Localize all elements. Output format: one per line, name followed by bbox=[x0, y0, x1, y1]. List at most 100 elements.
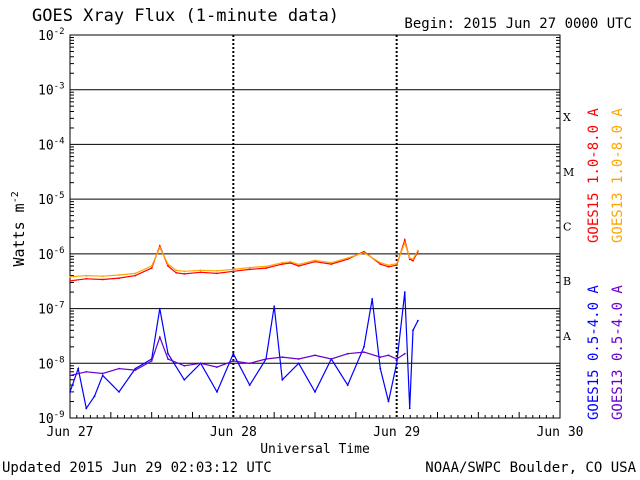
y-tick-label: 10-5 bbox=[38, 191, 65, 208]
y-tick-label: 10-9 bbox=[38, 410, 65, 427]
flare-class-label: C bbox=[563, 221, 571, 234]
series-point bbox=[216, 272, 218, 275]
series-point bbox=[232, 352, 235, 355]
series-point bbox=[297, 362, 300, 365]
series-point bbox=[167, 263, 169, 265]
y-axis-label: Watts m-2 bbox=[10, 191, 28, 266]
series-point bbox=[297, 358, 300, 360]
series-point bbox=[363, 251, 365, 254]
series-point bbox=[265, 358, 267, 360]
series-point bbox=[134, 367, 137, 370]
series-point bbox=[281, 263, 284, 265]
chart-title: GOES Xray Flux (1-minute data) bbox=[32, 6, 340, 26]
series-point bbox=[101, 275, 104, 278]
series-point bbox=[281, 261, 284, 264]
y-tick-label: 10-3 bbox=[38, 82, 65, 99]
series-point bbox=[85, 407, 88, 410]
series-point bbox=[248, 268, 251, 271]
series-point bbox=[232, 268, 235, 271]
series-point bbox=[379, 367, 382, 370]
series-point bbox=[346, 384, 349, 386]
series-line bbox=[69, 292, 419, 410]
series-point bbox=[314, 259, 316, 262]
series-point bbox=[346, 352, 349, 355]
series-point bbox=[273, 305, 276, 308]
series-point bbox=[417, 319, 419, 322]
series-point bbox=[183, 273, 186, 275]
y-tick-label: 10-7 bbox=[38, 301, 65, 318]
series-point bbox=[101, 374, 104, 377]
series-point bbox=[387, 354, 390, 357]
x-axis-label: Universal Time bbox=[260, 442, 370, 457]
series-point bbox=[183, 270, 186, 273]
series-point bbox=[85, 370, 88, 373]
legend-entry: GOES13 0.5-4.0 A bbox=[610, 285, 626, 420]
series-point bbox=[158, 336, 161, 339]
series-point bbox=[395, 362, 398, 365]
y-tick-label: 10-8 bbox=[38, 355, 65, 372]
series-point bbox=[297, 263, 300, 266]
series-point bbox=[371, 298, 374, 300]
series-point bbox=[314, 260, 316, 263]
series-point bbox=[158, 246, 161, 249]
series-point bbox=[93, 395, 96, 398]
series-point bbox=[150, 265, 153, 267]
series-point bbox=[167, 352, 169, 355]
series-point bbox=[363, 345, 365, 348]
series-point bbox=[183, 378, 186, 381]
x-tick-label: Jun 30 bbox=[537, 425, 584, 440]
series-point bbox=[314, 354, 316, 357]
series-point bbox=[232, 270, 235, 273]
series-point bbox=[158, 307, 161, 310]
series-point bbox=[297, 265, 300, 267]
series-point bbox=[248, 266, 251, 269]
series-point bbox=[289, 260, 292, 263]
legend-entry: GOES13 1.0-8.0 A bbox=[610, 108, 626, 243]
series-point bbox=[408, 257, 411, 259]
series-point bbox=[134, 369, 137, 371]
flare-class-label: A bbox=[562, 330, 572, 343]
series-point bbox=[85, 274, 88, 277]
series-point bbox=[118, 391, 120, 393]
series-point bbox=[158, 245, 161, 247]
series-point bbox=[175, 269, 178, 272]
flare-class-label: B bbox=[563, 275, 571, 288]
legend-entry: GOES15 1.0-8.0 A bbox=[586, 108, 602, 243]
series-point bbox=[85, 277, 88, 280]
series-point bbox=[412, 258, 414, 261]
series-line bbox=[69, 240, 419, 278]
series-point bbox=[281, 378, 284, 381]
series-point bbox=[248, 362, 251, 365]
series-point bbox=[118, 274, 120, 276]
y-tick-label: 10-6 bbox=[38, 246, 65, 263]
series-point bbox=[199, 362, 202, 365]
series-point bbox=[248, 384, 251, 386]
series-point bbox=[387, 400, 390, 403]
begin-time-label: Begin: 2015 Jun 27 0000 UTC bbox=[404, 16, 632, 32]
flare-class-label: X bbox=[563, 111, 571, 124]
series-point bbox=[175, 271, 178, 274]
series-point bbox=[134, 272, 137, 275]
series-point bbox=[363, 351, 365, 353]
series-point bbox=[69, 391, 71, 393]
series-point bbox=[387, 264, 390, 267]
series-point bbox=[134, 274, 137, 277]
series-point bbox=[395, 264, 398, 267]
series-point bbox=[199, 271, 202, 274]
series-point bbox=[330, 358, 333, 360]
series-point bbox=[417, 249, 419, 252]
x-tick-label: Jun 29 bbox=[373, 425, 420, 440]
series-point bbox=[403, 352, 406, 355]
series-point bbox=[330, 263, 333, 265]
series-point bbox=[289, 262, 292, 264]
series-point bbox=[101, 278, 104, 281]
series-point bbox=[379, 356, 382, 358]
series-point bbox=[167, 358, 169, 360]
series-point bbox=[216, 391, 218, 393]
series-point bbox=[101, 372, 104, 375]
series-point bbox=[403, 239, 406, 241]
series-point bbox=[412, 329, 414, 332]
series-point bbox=[69, 275, 71, 278]
series-point bbox=[199, 269, 202, 272]
